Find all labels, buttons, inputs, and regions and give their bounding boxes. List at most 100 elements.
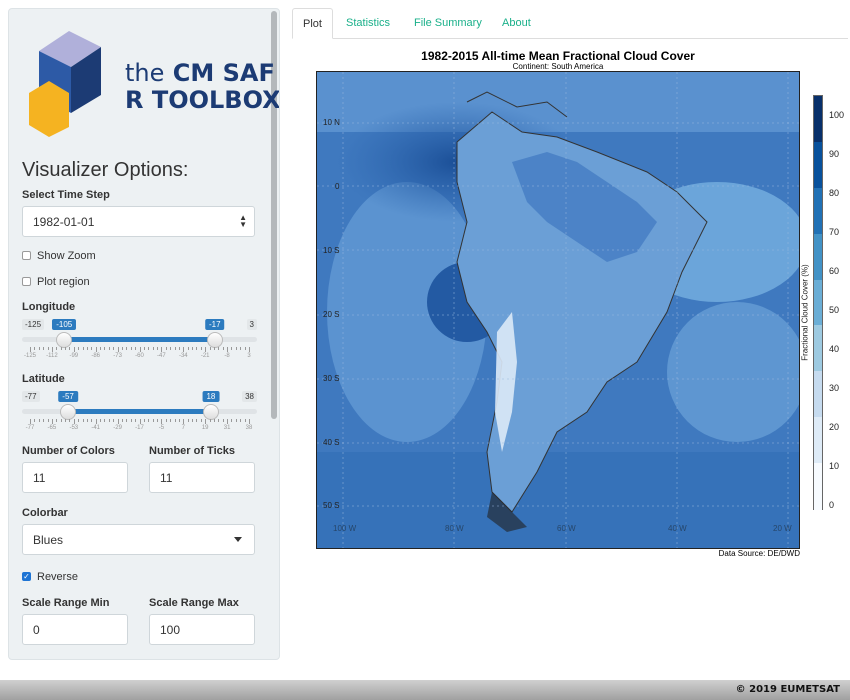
slider-tick [205,419,207,424]
colorbar-segment [814,233,822,281]
slider-tick [170,419,172,422]
latitude-to-handle[interactable] [202,404,219,420]
slider-tick [56,419,58,422]
num-colors-label: Number of Colors [22,445,115,457]
slider-tick [148,419,150,422]
plot-region-checkbox[interactable] [22,277,31,286]
longitude-slider[interactable]: -125 3 -105 -17 -125 -112 -99 -86 -73 -60 -47 -… [22,319,257,369]
slider-tick [209,347,211,350]
colorbar-tick-label: 90 [829,149,840,159]
lon-label: 60 W [557,524,576,533]
tab-file-summary[interactable]: File Summary [414,17,482,29]
latitude-max: 38 [242,391,257,402]
slider-tick [222,419,224,422]
slider-tick [213,419,215,422]
colorbar-tick-label: 100 [829,110,845,120]
sidebar-scrollbar[interactable] [271,11,277,419]
slider-tick [231,419,233,422]
slider-tick-label: 38 [245,425,253,431]
slider-tick [73,419,75,424]
scale-max-label: Scale Range Max [149,597,239,609]
logo-main: CM SAF [172,59,275,87]
num-ticks-input[interactable]: 11 [149,462,255,493]
slider-tick [196,419,198,422]
plot-region-label: Plot region [37,276,90,288]
slider-tick [91,347,93,350]
slider-tick-label: 19 [201,425,209,431]
slider-tick [91,419,93,422]
slider-tick [148,347,150,350]
latitude-slider[interactable]: -77 38 -57 18 -77 -65 -53 -41 -29 -17 -5 7 19 31 3… [22,391,257,441]
slider-tick [200,419,202,422]
slider-tick [192,347,194,350]
scale-max-input[interactable]: 100 [149,614,255,645]
lat-label: 10 S [323,246,340,255]
slider-tick [178,419,180,422]
slider-tick [78,419,80,422]
footer: © 2019 EUMETSAT [0,680,850,700]
data-source: Data Source: DE/DWD [718,549,800,558]
slider-tick [100,419,102,422]
lon-label: 80 W [445,524,464,533]
slider-tick [183,347,185,352]
slider-tick [95,347,97,352]
slider-tick [82,419,84,422]
colorbar-segment [814,96,822,143]
colorbar-tick-label: 40 [829,344,840,354]
longitude-ticks [22,347,257,352]
longitude-from-handle[interactable] [56,332,73,348]
cloud-cover-map[interactable]: 10 N 0 10 S 20 S 30 S 40 S 50 S 100 W 80… [316,71,800,549]
slider-tick [34,347,36,350]
longitude-max: 3 [246,319,257,330]
slider-tick [104,347,106,350]
longitude-min: -125 [22,319,45,330]
slider-tick [157,347,159,350]
slider-tick [192,419,194,422]
colorbar-select[interactable]: Blues [22,524,255,555]
longitude-to-handle[interactable] [206,332,223,348]
slider-tick [95,419,97,424]
slider-tick [121,347,123,350]
scale-min-input[interactable]: 0 [22,614,128,645]
slider-tick [60,419,62,422]
lat-label: 40 S [323,438,340,447]
slider-tick [152,347,154,350]
time-step-select[interactable]: 1982-01-01 ▲ ▼ [22,206,255,237]
slider-tick [51,419,53,424]
colorbar-segment [814,371,822,419]
colorbar-segment [814,187,822,235]
colorbar-segment [814,279,822,327]
slider-tick [205,347,207,352]
slider-tick [240,419,242,422]
show-zoom-checkbox[interactable] [22,251,31,260]
colorbar-tick-label: 0 [829,500,835,510]
slider-tick [47,419,49,422]
show-zoom-label: Show Zoom [37,250,96,262]
slider-tick [130,419,132,422]
latitude-from-value: -57 [58,391,78,402]
longitude-label: Longitude [22,301,76,313]
slider-tick [135,347,137,350]
tab-statistics[interactable]: Statistics [346,17,391,29]
latitude-from-handle[interactable] [60,404,77,420]
slider-tick [143,347,145,350]
colorbar-tick-label: 30 [829,383,840,393]
latitude-ticks [22,419,257,424]
reverse-checkbox[interactable]: ✓ [22,572,31,581]
lat-label: 30 S [323,374,340,383]
slider-tick [187,347,189,350]
main-tabs: Plot Statistics File Summary About [292,8,848,39]
cmsaf-logo: the CM SAF R TOOLBOX [29,29,279,149]
slider-tick [73,347,75,352]
tab-about[interactable]: About [502,17,531,29]
tab-plot[interactable]: Plot [292,8,333,39]
num-colors-input[interactable]: 11 [22,462,128,493]
longitude-to-value: -17 [205,319,225,330]
slider-tick [86,419,88,422]
slider-tick [143,419,145,422]
slider-tick-label: -53 [69,425,79,431]
slider-tick [249,419,250,424]
slider-tick [209,419,211,422]
slider-tick-label: -77 [25,425,35,431]
slider-tick-label: -47 [157,353,166,359]
